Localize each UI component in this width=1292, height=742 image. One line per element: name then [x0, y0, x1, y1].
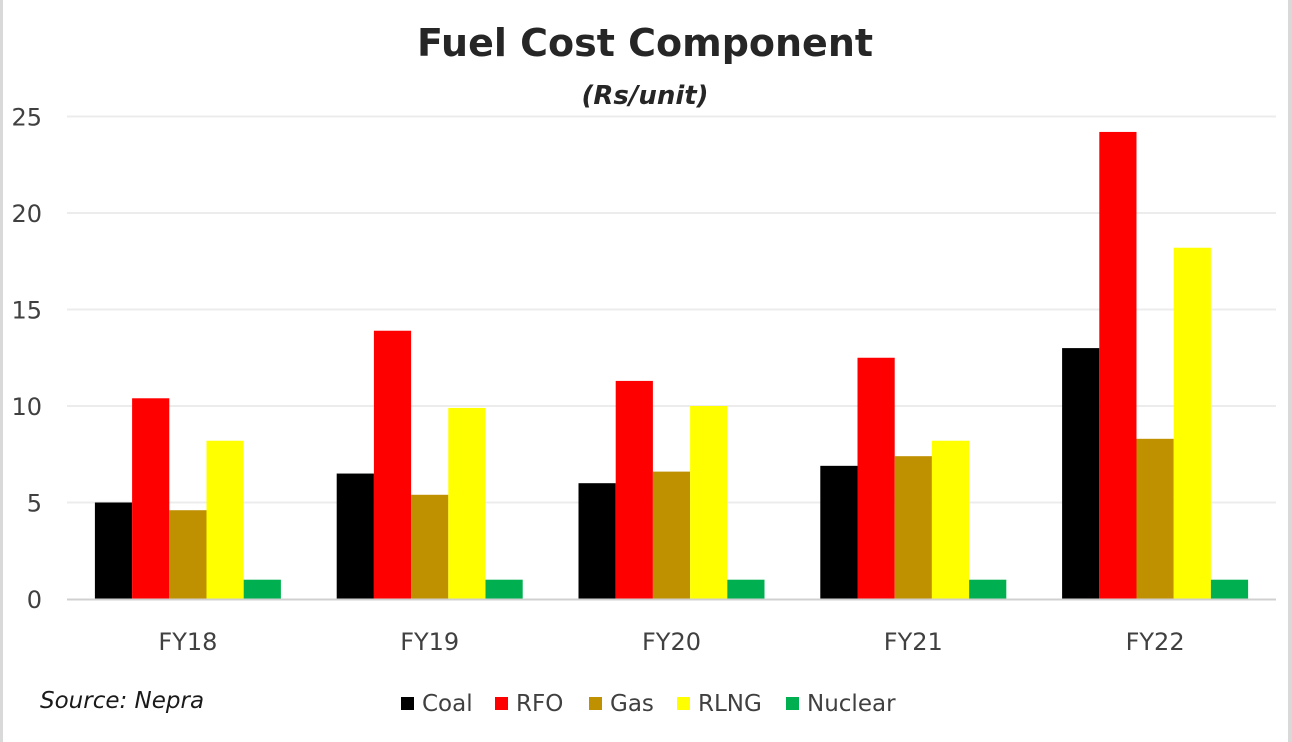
x-tick-label: FY19	[400, 628, 459, 656]
bar-rlng-fy19	[448, 407, 486, 599]
source-note: Source: Nepra	[40, 688, 204, 714]
bar-rlng-fy18	[206, 440, 244, 599]
chart-title: Fuel Cost Component	[417, 21, 873, 65]
bar-rfo-fy22	[1099, 131, 1137, 599]
legend-swatch-nuclear	[786, 697, 799, 710]
bar-nuclear-fy21	[969, 579, 1007, 599]
chart-subtitle: (Rs/unit)	[581, 81, 708, 111]
x-tick-label: FY21	[884, 628, 943, 656]
legend-label-rlng: RLNG	[698, 691, 762, 717]
legend-label-rfo: RFO	[516, 691, 563, 717]
legend-label-coal: Coal	[422, 691, 473, 717]
legend-swatch-gas	[589, 697, 602, 710]
bar-nuclear-fy19	[485, 579, 523, 599]
x-tick-label: FY20	[642, 628, 701, 656]
legend-label-gas: Gas	[610, 691, 654, 717]
y-tick-label: 25	[11, 104, 42, 132]
bar-gas-fy20	[652, 471, 691, 599]
bar-gas-fy22	[1136, 438, 1174, 599]
bar-nuclear-fy22	[1210, 579, 1249, 599]
y-tick-label: 0	[27, 586, 42, 614]
y-tick-label: 15	[11, 297, 42, 325]
bar-coal-fy18	[94, 502, 133, 599]
y-tick-label: 5	[27, 490, 42, 518]
bar-gas-fy19	[411, 494, 449, 599]
y-tick-label: 20	[11, 200, 42, 228]
bar-coal-fy21	[820, 465, 858, 599]
bar-nuclear-fy18	[243, 579, 281, 599]
bar-rlng-fy21	[931, 440, 970, 599]
x-axis-ticks: FY18 FY19 FY20 FY21 FY22	[158, 628, 1184, 656]
bar-gas-fy21	[894, 456, 932, 599]
x-tick-label: FY18	[158, 628, 217, 656]
legend-swatch-rlng	[677, 697, 690, 710]
legend-swatch-rfo	[495, 697, 508, 710]
bar-coal-fy20	[578, 483, 616, 599]
bar-rfo-fy18	[132, 398, 170, 599]
y-tick-label: 10	[11, 393, 42, 421]
y-axis-ticks: 0 5 10 15 20 25	[11, 104, 42, 615]
bars	[94, 131, 1249, 600]
x-tick-label: FY22	[1126, 628, 1185, 656]
bar-rfo-fy19	[373, 330, 412, 599]
bar-coal-fy22	[1062, 348, 1100, 599]
legend-swatch-coal	[401, 697, 414, 710]
bar-rfo-fy21	[857, 357, 895, 599]
bar-rlng-fy22	[1173, 247, 1211, 600]
legend-label-nuclear: Nuclear	[807, 691, 896, 717]
bar-coal-fy19	[336, 473, 374, 599]
bar-nuclear-fy20	[727, 579, 765, 599]
bar-rfo-fy20	[615, 380, 653, 599]
legend: Coal RFO Gas RLNG Nuclear	[401, 691, 896, 717]
bar-rlng-fy20	[690, 406, 728, 599]
bar-gas-fy18	[169, 510, 207, 599]
